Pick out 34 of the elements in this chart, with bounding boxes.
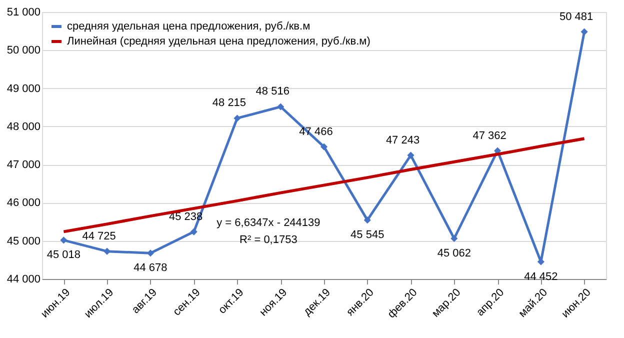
data-label: 47 362 [472, 130, 506, 142]
point [190, 228, 198, 236]
point [146, 250, 154, 257]
data-label: 45 018 [46, 249, 81, 262]
data-label: 50 481 [559, 10, 594, 23]
y-tick-label: 47 000 [6, 159, 40, 172]
legend-label: Линейная (средняя удельная цена предложения, руб./кв.м) [67, 36, 370, 48]
point [364, 216, 371, 224]
point [234, 114, 241, 122]
y-tick-label: 51 000 [6, 6, 40, 18]
y-tick-label: 49 000 [6, 82, 40, 95]
point [60, 236, 68, 244]
data-label: 45 062 [437, 247, 471, 260]
point [407, 152, 414, 159]
y-tick-label: 46 000 [6, 197, 40, 210]
legend-label: средняя удельная цена предложения, руб./кв.м [67, 20, 310, 32]
point [580, 28, 588, 36]
y-tick-label: 48 000 [6, 120, 40, 133]
annotation: R² = 0,1753 [240, 234, 298, 246]
data-label: 45 545 [350, 229, 384, 242]
y-tick-label: 44 000 [6, 274, 40, 286]
data-label: 47 243 [386, 134, 420, 146]
y-tick-label: 50 000 [6, 44, 40, 57]
annotation: y = 6,6347x - 244139 [216, 217, 320, 230]
point [277, 103, 284, 110]
point [450, 234, 458, 242]
data-label: 44 725 [82, 230, 116, 242]
point [104, 248, 111, 255]
data-label: 44 452 [524, 270, 558, 283]
point [320, 143, 328, 150]
data-label: 44 678 [134, 262, 168, 274]
y-tick-label: 45 000 [6, 235, 40, 248]
data-label: 48 516 [256, 86, 290, 98]
data-label: 48 215 [212, 97, 246, 110]
